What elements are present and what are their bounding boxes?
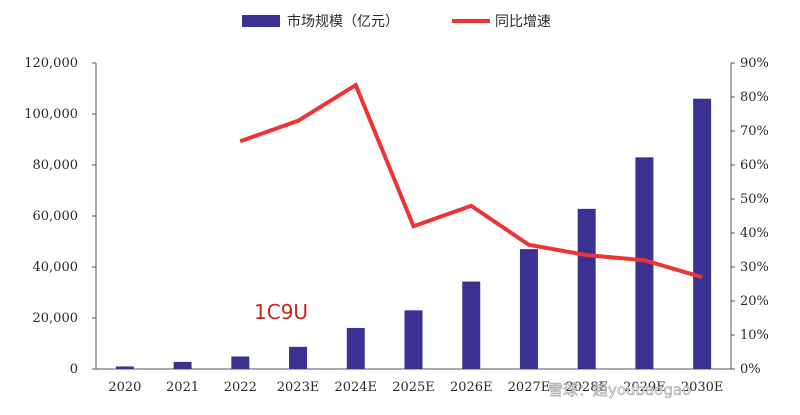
legend-line-label: 同比增速 xyxy=(495,14,551,30)
left-tick-label: 0 xyxy=(70,362,78,377)
right-tick-label: 20% xyxy=(740,294,769,309)
bar xyxy=(693,98,712,369)
bar xyxy=(635,157,654,369)
watermark-site: 雪球：趋youbaogao xyxy=(548,381,691,399)
right-axis-ticks: 0% 10% 20% 30% 40% 50% 60% 70% 80% 90% xyxy=(731,56,769,377)
legend-bar-swatch xyxy=(242,15,280,27)
x-tick-label: 2028E xyxy=(565,380,608,395)
right-tick-label: 10% xyxy=(740,328,769,343)
left-tick-label: 100,000 xyxy=(24,107,78,122)
growth-line xyxy=(239,82,703,280)
x-tick-label: 2025E xyxy=(392,380,435,395)
right-tick-label: 50% xyxy=(740,192,769,207)
x-tick-label: 2029E xyxy=(623,380,666,395)
right-tick-label: 30% xyxy=(740,260,769,275)
x-tick-label: 2020 xyxy=(108,380,141,395)
legend-bar-label: 市场规模（亿元） xyxy=(287,13,399,30)
right-tick-label: 60% xyxy=(740,158,769,173)
line-point xyxy=(528,244,530,246)
x-axis-labels: 2020 2021 2022 2023E 2024E 2025E 2026E 2027E 202… xyxy=(108,380,723,395)
left-tick-label: 80,000 xyxy=(33,158,79,173)
bar xyxy=(346,327,365,369)
left-tick-label: 60,000 xyxy=(33,209,79,224)
x-tick-label: 2021 xyxy=(166,380,199,395)
watermark-code: 1C9U xyxy=(254,300,308,324)
line-point xyxy=(239,140,241,142)
right-tick-label: 90% xyxy=(740,56,769,71)
line-series xyxy=(239,82,703,280)
bar xyxy=(404,310,423,369)
right-tick-label: 0% xyxy=(740,362,761,377)
x-tick-label: 2030E xyxy=(681,380,724,395)
bar xyxy=(577,208,596,369)
bar xyxy=(289,346,308,369)
line-point xyxy=(586,254,588,256)
x-tick-label: 2024E xyxy=(334,380,377,395)
bar xyxy=(173,361,192,369)
line-point xyxy=(413,225,414,227)
left-axis-ticks: 0 20,000 40,000 60,000 80,000 100,000 120,000 xyxy=(24,56,96,377)
right-tick-label: 40% xyxy=(740,226,769,241)
x-tick-label: 2023E xyxy=(277,380,320,395)
x-tick-label: 2027E xyxy=(508,380,551,395)
line-point xyxy=(470,205,472,207)
bar xyxy=(231,356,250,369)
right-tick-label: 80% xyxy=(740,90,769,105)
legend: 市场规模（亿元） 同比增速 xyxy=(242,13,551,30)
bar xyxy=(462,281,481,369)
bar xyxy=(115,366,134,369)
line-point xyxy=(643,259,645,261)
bar xyxy=(519,249,538,369)
line-point xyxy=(355,84,357,86)
x-tick-label: 2022 xyxy=(224,380,257,395)
line-point xyxy=(701,276,703,278)
x-tick-label: 2026E xyxy=(450,380,493,395)
line-point xyxy=(297,120,299,122)
bar-series xyxy=(115,98,712,369)
right-tick-label: 70% xyxy=(740,124,769,139)
left-tick-label: 20,000 xyxy=(33,311,79,326)
left-tick-label: 40,000 xyxy=(33,260,79,275)
left-tick-label: 120,000 xyxy=(24,56,78,71)
